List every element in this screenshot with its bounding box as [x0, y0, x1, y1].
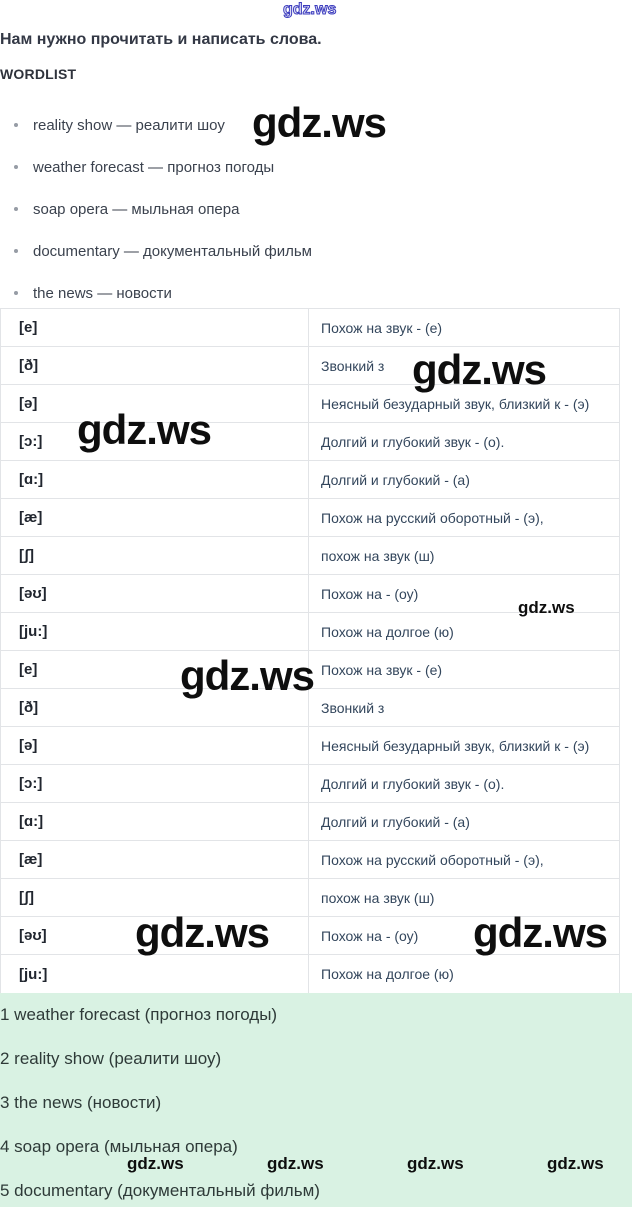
phonetic-symbol-cell: [ɑ:] — [1, 461, 309, 498]
answer-item: 5 documentary (документальный фильм) — [0, 1181, 320, 1200]
table-row: [æ] Похож на русский оборотный - (э), — [1, 499, 619, 537]
phonetic-description-cell: Похож на русский оборотный - (э), — [321, 851, 544, 868]
phonetic-description-cell: Похож на русский оборотный - (э), — [321, 509, 544, 526]
wordlist: reality show — реалити шоу weather forec… — [0, 104, 632, 314]
bullet-icon — [14, 123, 18, 127]
table-row: [e] Похож на звук - (е) — [1, 651, 619, 689]
wordlist-item: the news — новости — [0, 272, 632, 314]
phonetic-description-cell: Неясный безударный звук, близкий к - (э) — [321, 395, 590, 412]
answer-item: 4 soap opera (мыльная опера) — [0, 1137, 238, 1156]
wordlist-item: soap opera — мыльная опера — [0, 188, 632, 230]
bullet-icon — [14, 291, 18, 295]
phonetic-symbol-cell: [e] — [1, 651, 309, 688]
phonetic-symbol-cell: [ɔ:] — [1, 423, 309, 460]
wordlist-item: weather forecast — прогноз погоды — [0, 146, 632, 188]
table-row: [ju:] Похож на долгое (ю) — [1, 955, 619, 993]
phonetic-description-cell: Долгий и глубокий звук - (о). — [321, 433, 505, 450]
phonetic-symbol-cell: [ɑ:] — [1, 803, 309, 840]
page-title: Нам нужно прочитать и написать слова. — [0, 31, 322, 48]
phonetic-description-cell: Долгий и глубокий - (а) — [321, 813, 470, 830]
wordlist-item: documentary — документальный фильм — [0, 230, 632, 272]
wordlist-item: reality show — реалити шоу — [0, 104, 632, 146]
table-row: [ʃ] похож на звук (ш) — [1, 537, 619, 575]
phonetic-symbol-cell: [ð] — [1, 689, 309, 726]
wordlist-item-label: soap opera — мыльная опера — [33, 200, 240, 218]
phonetic-description-cell: Похож на долгое (ю) — [321, 623, 454, 640]
table-row: [e] Похож на звук - (е) — [1, 309, 619, 347]
table-row: [ʃ] похож на звук (ш) — [1, 879, 619, 917]
table-row: [əʊ] Похож на - (оу) — [1, 917, 619, 955]
table-row: [ɔ:] Долгий и глубокий звук - (о). — [1, 765, 619, 803]
answer-item: 1 weather forecast (прогноз погоды) — [0, 1005, 278, 1024]
phonetic-description-cell: Звонкий з — [321, 699, 385, 716]
wordlist-item-label: the news — новости — [33, 284, 172, 302]
bullet-icon — [14, 249, 18, 253]
phonetic-symbol-cell: [æ] — [1, 841, 309, 878]
phonetic-symbol-cell: [ʃ] — [1, 879, 309, 916]
phonetic-symbol-cell: [ə] — [1, 385, 309, 422]
table-row: [ə] Неясный безударный звук, близкий к -… — [1, 385, 619, 423]
phonetic-symbol-cell: [ə] — [1, 727, 309, 764]
bullet-icon — [14, 165, 18, 169]
phonetic-symbol-cell: [əʊ] — [1, 917, 309, 954]
phonetic-symbol-cell: [ju:] — [1, 613, 309, 650]
table-row: [æ] Похож на русский оборотный - (э), — [1, 841, 619, 879]
phonetic-description-cell: Похож на звук - (е) — [321, 661, 443, 678]
phonetic-description-cell: похож на звук (ш) — [321, 889, 435, 906]
phonetics-table: [e] Похож на звук - (е) [ð] Звонкий з [ə… — [0, 308, 620, 994]
phonetic-symbol-cell: [ju:] — [1, 955, 309, 993]
wordlist-item-label: reality show — реалити шоу — [33, 116, 225, 134]
table-row: [ð] Звонкий з — [1, 689, 619, 727]
table-row: [ju:] Похож на долгое (ю) — [1, 613, 619, 651]
bullet-icon — [14, 207, 18, 211]
wordlist-item-label: weather forecast — прогноз погоды — [33, 158, 275, 176]
phonetic-symbol-cell: [æ] — [1, 499, 309, 536]
answers-panel: 1 weather forecast (прогноз погоды) 2 re… — [0, 993, 632, 1207]
phonetic-description-cell: Неясный безударный звук, близкий к - (э) — [321, 737, 590, 754]
gdz-watermark-outline: gdz.ws — [282, 1, 337, 18]
table-row: [ð] Звонкий з — [1, 347, 619, 385]
phonetic-description-cell: похож на звук (ш) — [321, 547, 435, 564]
table-row: [ə] Неясный безударный звук, близкий к -… — [1, 727, 619, 765]
phonetic-description-cell: Похож на - (оу) — [321, 927, 419, 944]
phonetic-description-cell: Долгий и глубокий - (а) — [321, 471, 470, 488]
phonetic-description-cell: Похож на - (оу) — [321, 585, 419, 602]
phonetic-symbol-cell: [ɔ:] — [1, 765, 309, 802]
phonetic-symbol-cell: [ð] — [1, 347, 309, 384]
phonetic-description-cell: Похож на долгое (ю) — [321, 966, 454, 982]
phonetic-symbol-cell: [ʃ] — [1, 537, 309, 574]
phonetic-description-cell: Похож на звук - (е) — [321, 319, 443, 336]
phonetic-symbol-cell: [e] — [1, 309, 309, 346]
table-row: [ɑ:] Долгий и глубокий - (а) — [1, 461, 619, 499]
phonetic-description-cell: Звонкий з — [321, 357, 385, 374]
phonetic-symbol-cell: [əʊ] — [1, 575, 309, 612]
table-row: [əʊ] Похож на - (оу) — [1, 575, 619, 613]
answer-item: 3 the news (новости) — [0, 1093, 162, 1112]
phonetic-description-cell: Долгий и глубокий звук - (о). — [321, 775, 505, 792]
answer-item: 2 reality show (реалити шоу) — [0, 1049, 222, 1068]
table-row: [ɑ:] Долгий и глубокий - (а) — [1, 803, 619, 841]
wordlist-item-label: documentary — документальный фильм — [33, 242, 312, 260]
wordlist-heading: WORDLIST — [0, 66, 77, 82]
table-row: [ɔ:] Долгий и глубокий звук - (о). — [1, 423, 619, 461]
